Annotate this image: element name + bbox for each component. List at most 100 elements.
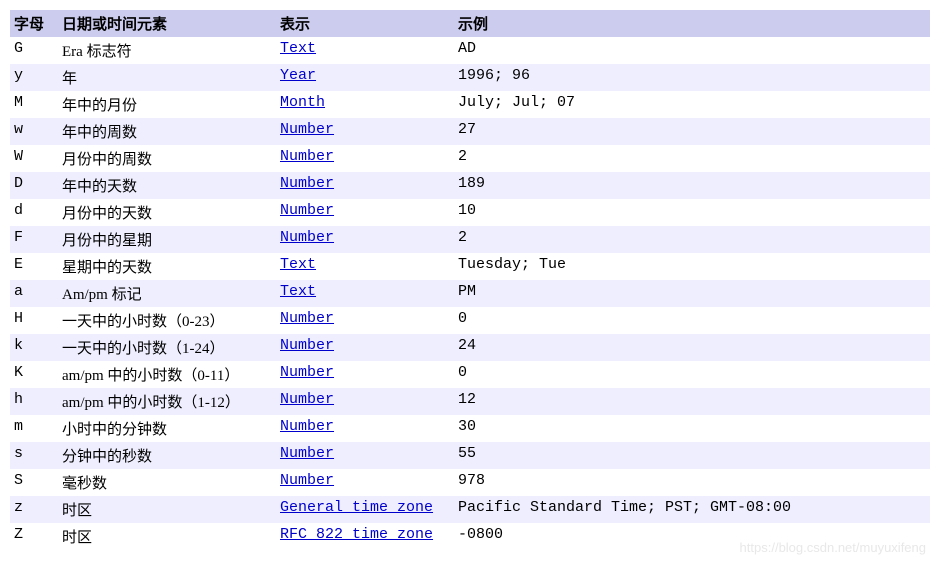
table-row: y年Year 1996; 96 xyxy=(10,64,930,91)
cell-repr: Month xyxy=(276,91,454,118)
cell-desc: 年 xyxy=(58,64,276,91)
repr-link[interactable]: Text xyxy=(280,256,316,273)
table-row: d月份中的天数Number 10 xyxy=(10,199,930,226)
cell-repr: Number xyxy=(276,388,454,415)
cell-letter: k xyxy=(10,334,58,361)
cell-desc: 月份中的周数 xyxy=(58,145,276,172)
repr-link[interactable]: RFC 822 time zone xyxy=(280,526,433,543)
cell-example: 10 xyxy=(454,199,930,226)
cell-desc: 年中的天数 xyxy=(58,172,276,199)
repr-link[interactable]: Number xyxy=(280,229,334,246)
cell-letter: E xyxy=(10,253,58,280)
cell-example: 1996; 96 xyxy=(454,64,930,91)
col-header-letter: 字母 xyxy=(10,10,58,37)
cell-letter: y xyxy=(10,64,58,91)
cell-repr: Number xyxy=(276,145,454,172)
table-row: s分钟中的秒数Number 55 xyxy=(10,442,930,469)
cell-desc: am/pm 中的小时数（0-11） xyxy=(58,361,276,388)
table-row: aAm/pm 标记Text PM xyxy=(10,280,930,307)
cell-desc: Am/pm 标记 xyxy=(58,280,276,307)
table-row: D年中的天数Number 189 xyxy=(10,172,930,199)
repr-link[interactable]: Text xyxy=(280,283,316,300)
cell-letter: F xyxy=(10,226,58,253)
cell-desc: 毫秒数 xyxy=(58,469,276,496)
repr-link[interactable]: Number xyxy=(280,310,334,327)
table-header-row: 字母 日期或时间元素 表示 示例 xyxy=(10,10,930,37)
cell-desc: am/pm 中的小时数（1-12） xyxy=(58,388,276,415)
cell-letter: a xyxy=(10,280,58,307)
table-row: w年中的周数Number27 xyxy=(10,118,930,145)
table-row: F月份中的星期Number2 xyxy=(10,226,930,253)
cell-example: 27 xyxy=(454,118,930,145)
repr-link[interactable]: Number xyxy=(280,364,334,381)
cell-repr: RFC 822 time zone xyxy=(276,523,454,550)
repr-link[interactable]: Number xyxy=(280,148,334,165)
cell-letter: z xyxy=(10,496,58,523)
cell-repr: Number xyxy=(276,118,454,145)
repr-link[interactable]: Number xyxy=(280,202,334,219)
cell-letter: h xyxy=(10,388,58,415)
cell-example: Tuesday; Tue xyxy=(454,253,930,280)
cell-example: AD xyxy=(454,37,930,64)
cell-letter: Z xyxy=(10,523,58,550)
repr-link[interactable]: Number xyxy=(280,391,334,408)
repr-link[interactable]: Number xyxy=(280,418,334,435)
cell-repr: Number xyxy=(276,415,454,442)
cell-letter: W xyxy=(10,145,58,172)
cell-desc: 年中的周数 xyxy=(58,118,276,145)
repr-link[interactable]: Number xyxy=(280,445,334,462)
cell-example: 2 xyxy=(454,145,930,172)
cell-example: PM xyxy=(454,280,930,307)
repr-link[interactable]: Number xyxy=(280,175,334,192)
cell-desc: 时区 xyxy=(58,523,276,550)
repr-link[interactable]: Month xyxy=(280,94,325,111)
cell-example: 24 xyxy=(454,334,930,361)
cell-example: -0800 xyxy=(454,523,930,550)
date-format-table: 字母 日期或时间元素 表示 示例 GEra 标志符TextADy年Year199… xyxy=(10,10,930,550)
cell-letter: s xyxy=(10,442,58,469)
cell-desc: 时区 xyxy=(58,496,276,523)
table-row: z时区General time zone Pacific Standard Tim… xyxy=(10,496,930,523)
cell-desc: 分钟中的秒数 xyxy=(58,442,276,469)
table-row: S毫秒数Number978 xyxy=(10,469,930,496)
cell-repr: Number xyxy=(276,199,454,226)
cell-letter: M xyxy=(10,91,58,118)
repr-link[interactable]: Number xyxy=(280,337,334,354)
cell-desc: Era 标志符 xyxy=(58,37,276,64)
cell-example: 30 xyxy=(454,415,930,442)
repr-link[interactable]: Number xyxy=(280,472,334,489)
repr-link[interactable]: Number xyxy=(280,121,334,138)
cell-example: 2 xyxy=(454,226,930,253)
cell-example: Pacific Standard Time; PST; GMT-08:00 xyxy=(454,496,930,523)
cell-letter: K xyxy=(10,361,58,388)
cell-letter: d xyxy=(10,199,58,226)
cell-desc: 一天中的小时数（1-24） xyxy=(58,334,276,361)
cell-repr: Number xyxy=(276,307,454,334)
cell-repr: Number xyxy=(276,469,454,496)
table-row: GEra 标志符TextAD xyxy=(10,37,930,64)
cell-desc: 月份中的天数 xyxy=(58,199,276,226)
cell-example: 189 xyxy=(454,172,930,199)
cell-desc: 年中的月份 xyxy=(58,91,276,118)
cell-letter: D xyxy=(10,172,58,199)
cell-example: 55 xyxy=(454,442,930,469)
table-row: Z时区RFC 822 time zone -0800 xyxy=(10,523,930,550)
cell-repr: Text xyxy=(276,280,454,307)
table-row: E星期中的天数TextTuesday; Tue xyxy=(10,253,930,280)
col-header-repr: 表示 xyxy=(276,10,454,37)
cell-letter: H xyxy=(10,307,58,334)
cell-repr: Number xyxy=(276,334,454,361)
repr-link[interactable]: Text xyxy=(280,40,316,57)
cell-repr: Text xyxy=(276,37,454,64)
col-header-example: 示例 xyxy=(454,10,930,37)
cell-repr: Number xyxy=(276,172,454,199)
cell-desc: 小时中的分钟数 xyxy=(58,415,276,442)
cell-repr: Number xyxy=(276,226,454,253)
repr-link[interactable]: Year xyxy=(280,67,316,84)
cell-repr: Text xyxy=(276,253,454,280)
table-row: ham/pm 中的小时数（1-12）Number12 xyxy=(10,388,930,415)
repr-link[interactable]: General time zone xyxy=(280,499,433,516)
cell-letter: m xyxy=(10,415,58,442)
cell-example: July; Jul; 07 xyxy=(454,91,930,118)
cell-repr: General time zone xyxy=(276,496,454,523)
